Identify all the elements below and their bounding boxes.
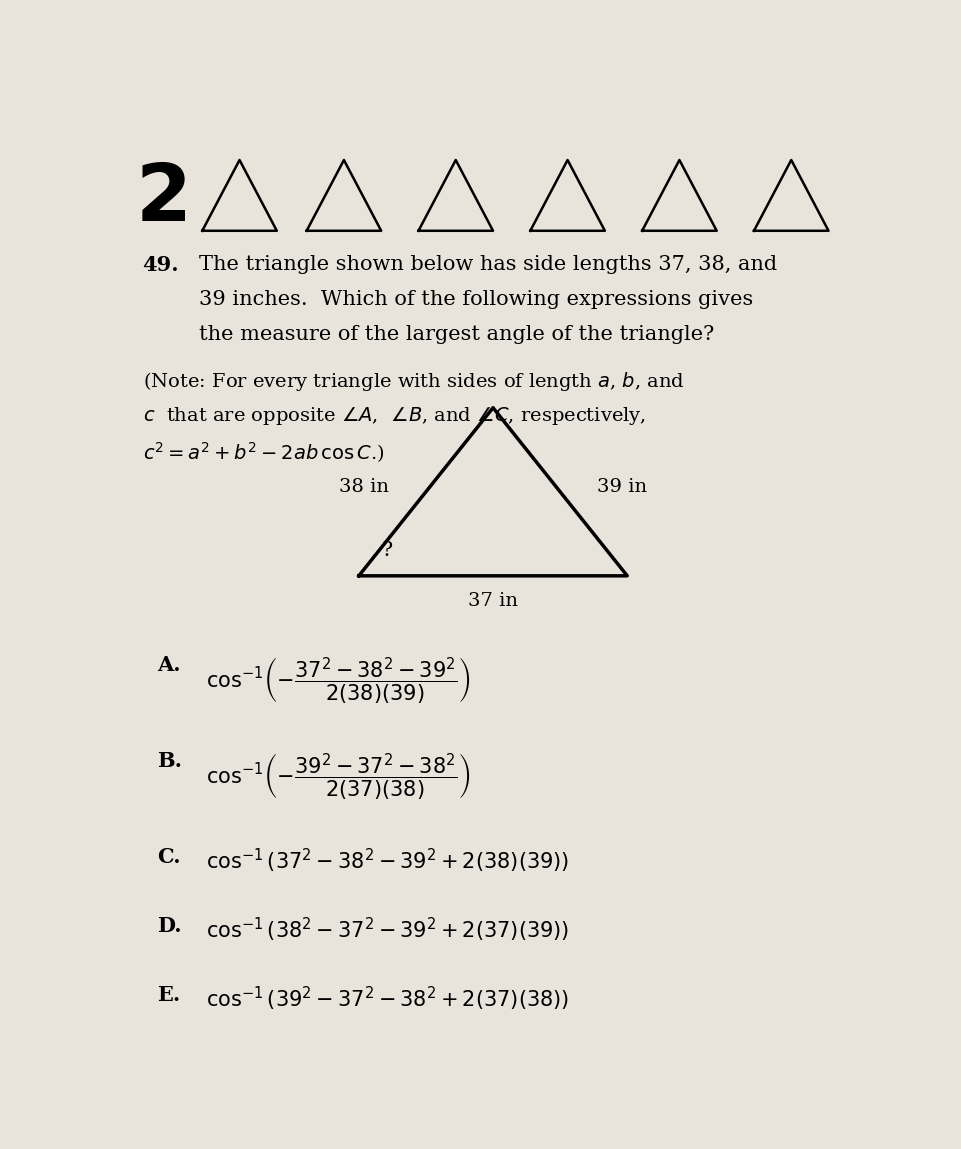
Text: B.: B. xyxy=(158,751,183,771)
Text: C.: C. xyxy=(158,847,181,866)
Text: 2: 2 xyxy=(135,160,191,238)
Text: E.: E. xyxy=(158,985,181,1004)
Text: A.: A. xyxy=(158,655,181,676)
Text: 49.: 49. xyxy=(142,255,179,275)
Text: $\cos^{-1}\!\left(-\dfrac{37^2 - 38^2 - 39^2}{2(38)(39)}\right)$: $\cos^{-1}\!\left(-\dfrac{37^2 - 38^2 - … xyxy=(206,655,470,705)
Text: The triangle shown below has side lengths 37, 38, and: The triangle shown below has side length… xyxy=(198,255,776,273)
Text: $\cos^{-1}(38^2 - 37^2 - 39^2 + 2(37)(39))$: $\cos^{-1}(38^2 - 37^2 - 39^2 + 2(37)(39… xyxy=(206,916,569,943)
Text: $c$  that are opposite $\angle A$,  $\angle B$, and $\angle C$, respectively,: $c$ that are opposite $\angle A$, $\angl… xyxy=(142,406,645,427)
Text: $\cos^{-1}\!\left(-\dfrac{39^2 - 37^2 - 38^2}{2(37)(38)}\right)$: $\cos^{-1}\!\left(-\dfrac{39^2 - 37^2 - … xyxy=(206,751,470,801)
Text: the measure of the largest angle of the triangle?: the measure of the largest angle of the … xyxy=(198,325,713,345)
Text: D.: D. xyxy=(158,916,182,935)
Text: ?: ? xyxy=(381,541,392,560)
Text: 38 in: 38 in xyxy=(338,478,388,496)
Text: (Note: For every triangle with sides of length $a$, $b$, and: (Note: For every triangle with sides of … xyxy=(142,370,683,393)
Text: 39 inches.  Which of the following expressions gives: 39 inches. Which of the following expres… xyxy=(198,290,752,309)
Text: $c^2 = a^2 + b^2 - 2ab\,\mathrm{cos}\,C$.): $c^2 = a^2 + b^2 - 2ab\,\mathrm{cos}\,C$… xyxy=(142,440,383,465)
Text: 37 in: 37 in xyxy=(468,592,517,610)
Text: 39 in: 39 in xyxy=(597,478,647,496)
Text: $\cos^{-1}(37^2 - 38^2 - 39^2 + 2(38)(39))$: $\cos^{-1}(37^2 - 38^2 - 39^2 + 2(38)(39… xyxy=(206,847,569,874)
Text: $\cos^{-1}(39^2 - 37^2 - 38^2 + 2(37)(38))$: $\cos^{-1}(39^2 - 37^2 - 38^2 + 2(37)(38… xyxy=(206,985,569,1012)
